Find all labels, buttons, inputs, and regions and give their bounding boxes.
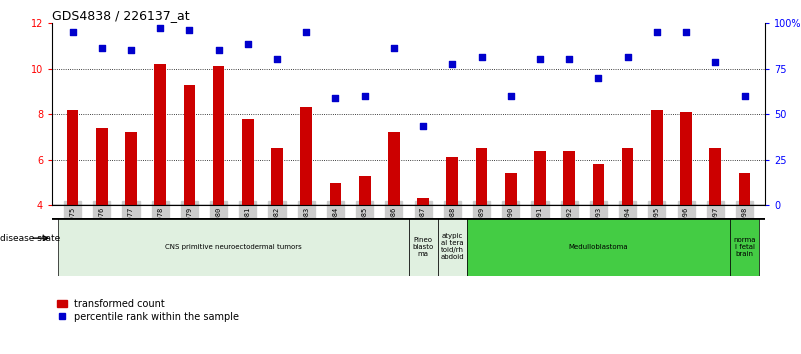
Bar [563,151,575,205]
Point [154,25,167,30]
Bar [300,107,312,205]
Point [183,27,195,33]
Point [680,29,693,35]
Bar [125,132,137,205]
Bar [505,173,517,205]
Bar [437,218,467,276]
Point [446,61,459,67]
Bar [534,151,545,205]
Point [329,95,342,101]
Legend: transformed count, percentile rank within the sample: transformed count, percentile rank withi… [57,299,239,321]
Bar [476,148,487,205]
Bar [651,110,662,205]
Point [533,57,546,62]
Bar [467,218,730,276]
Bar [730,218,759,276]
Text: norma
l fetal
brain: norma l fetal brain [733,237,756,257]
Point [271,57,284,62]
Text: atypic
al tera
toid/rh
abdoid: atypic al tera toid/rh abdoid [441,233,464,261]
Bar [213,66,224,205]
Bar [272,148,283,205]
Bar [409,218,437,276]
Point [241,41,254,46]
Point [650,29,663,35]
Bar [242,119,254,205]
Bar [359,176,371,205]
Bar [593,164,604,205]
Point [563,57,576,62]
Point [592,75,605,80]
Point [505,93,517,99]
Bar [330,183,341,205]
Bar [417,199,429,205]
Point [124,47,137,53]
Point [709,59,722,64]
Bar [739,173,751,205]
Text: disease state: disease state [0,234,60,242]
Text: Medulloblastoma: Medulloblastoma [569,244,628,250]
Point [212,47,225,53]
Bar [388,132,400,205]
Bar [710,148,721,205]
Point [417,123,429,129]
Bar [96,128,107,205]
Point [738,93,751,99]
Point [358,93,371,99]
Bar [446,158,458,205]
Bar [155,64,166,205]
Point [300,29,312,35]
Bar [66,110,78,205]
Bar [622,148,634,205]
Bar [680,112,692,205]
Text: CNS primitive neuroectodermal tumors: CNS primitive neuroectodermal tumors [165,244,302,250]
Text: GDS4838 / 226137_at: GDS4838 / 226137_at [52,9,190,22]
Point [388,45,400,51]
Point [95,45,108,51]
Point [475,55,488,60]
Bar [58,218,409,276]
Bar [183,85,195,205]
Point [66,29,79,35]
Point [622,55,634,60]
Text: Pineo
blasto
ma: Pineo blasto ma [413,237,434,257]
